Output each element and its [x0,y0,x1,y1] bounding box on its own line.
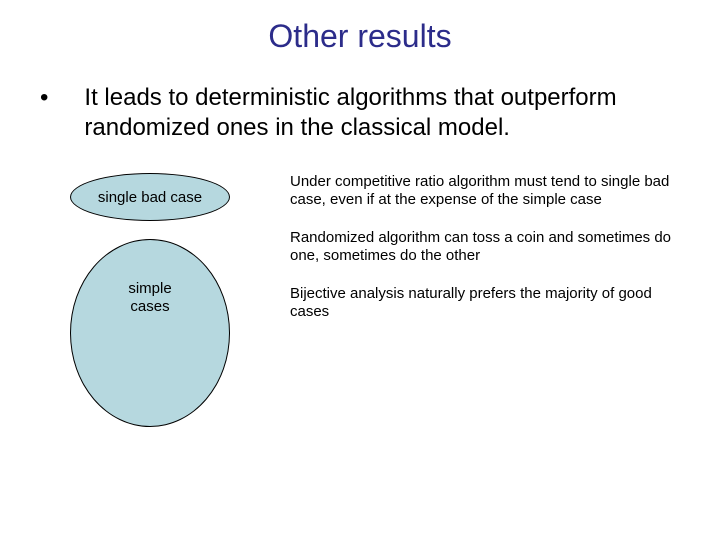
paragraph-2: Randomized algorithm can toss a coin and… [290,229,690,265]
slide-title: Other results [0,18,720,55]
small-ellipse-label: single bad case [98,189,202,206]
bullet-marker: • [40,83,48,143]
big-ellipse: simple cases [70,239,230,427]
ellipse-diagram: single bad case simple cases [60,173,250,433]
lower-section: single bad case simple cases Under compe… [0,173,720,433]
paragraph-3: Bijective analysis naturally prefers the… [290,285,690,321]
bullet-text: It leads to deterministic algorithms tha… [84,83,670,143]
big-ellipse-label: simple cases [128,280,171,316]
paragraph-1: Under competitive ratio algorithm must t… [290,173,690,209]
bullet-item: • It leads to deterministic algorithms t… [0,83,720,143]
small-ellipse: single bad case [70,173,230,221]
explanation-column: Under competitive ratio algorithm must t… [290,173,690,433]
